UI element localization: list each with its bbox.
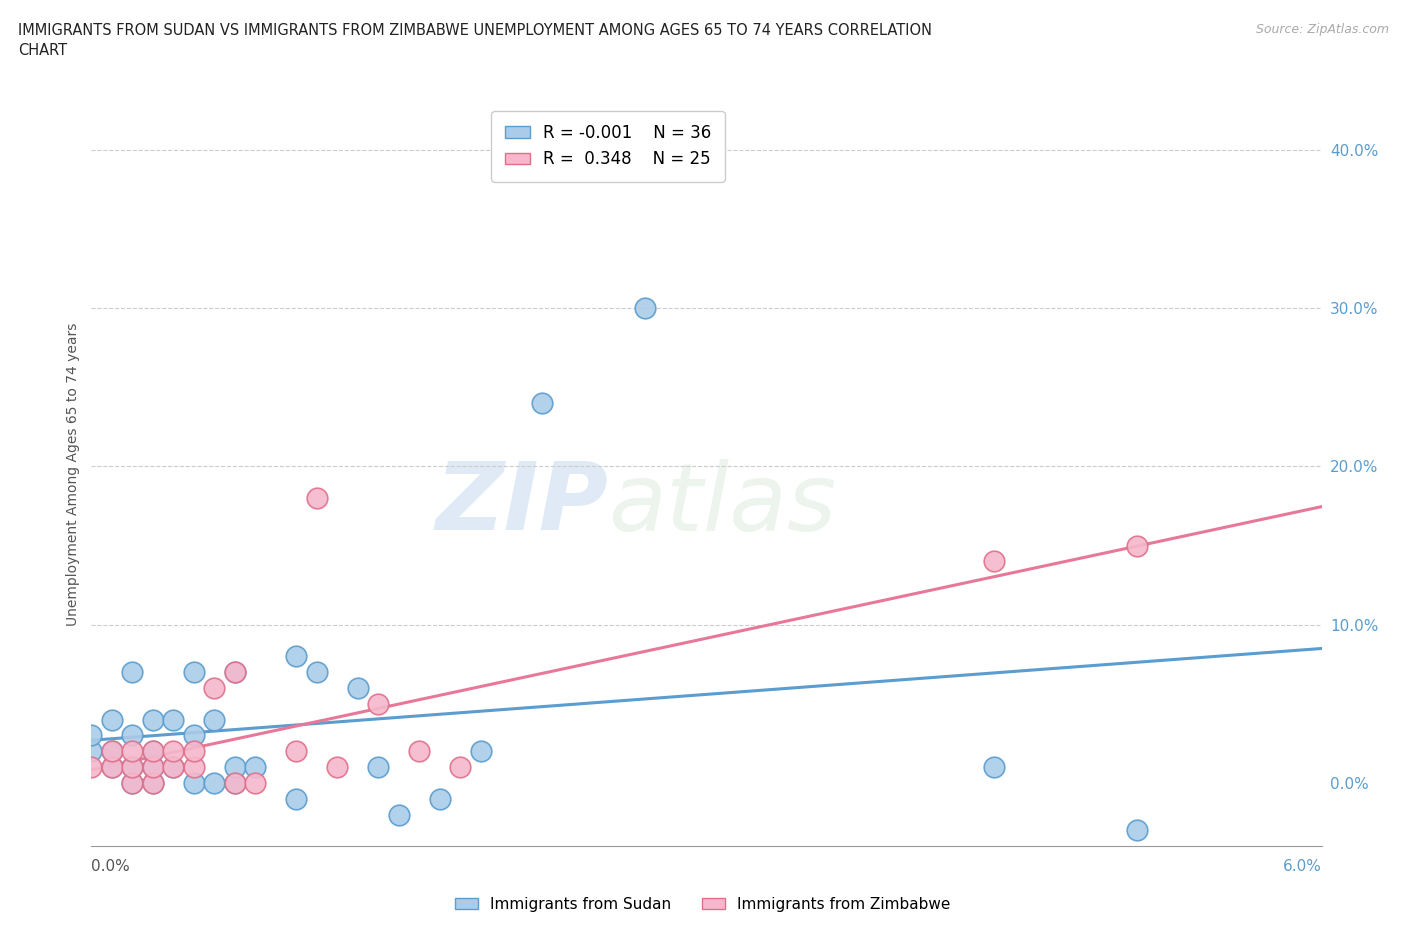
Point (202, 681, 225, 696)
Point (101, 760, 124, 775)
Point (183, 760, 205, 775)
Text: 0.0%: 0.0% (91, 859, 131, 874)
Point (224, 776, 246, 790)
Point (983, 760, 1005, 775)
Point (183, 776, 205, 790)
Point (121, 744, 143, 759)
Point (326, 760, 349, 775)
Point (202, 776, 225, 790)
Point (183, 665, 205, 680)
Point (121, 776, 143, 790)
Point (101, 712, 124, 727)
Text: ZIP: ZIP (436, 458, 607, 550)
Point (142, 744, 165, 759)
Point (347, 681, 370, 696)
Point (634, 300, 657, 315)
Point (142, 712, 165, 727)
Text: Source: ZipAtlas.com: Source: ZipAtlas.com (1256, 23, 1389, 36)
Point (101, 744, 124, 759)
Point (245, 776, 267, 790)
Point (305, 665, 328, 680)
Point (285, 744, 308, 759)
Text: 6.0%: 6.0% (1282, 859, 1322, 874)
Y-axis label: Unemployment Among Ages 65 to 74 years: Unemployment Among Ages 65 to 74 years (66, 323, 80, 626)
Point (470, 744, 492, 759)
Point (983, 554, 1005, 569)
Point (285, 791, 308, 806)
Point (183, 728, 205, 743)
Point (429, 791, 451, 806)
Point (305, 491, 328, 506)
Point (388, 807, 411, 822)
Text: IMMIGRANTS FROM SUDAN VS IMMIGRANTS FROM ZIMBABWE UNEMPLOYMENT AMONG AGES 65 TO : IMMIGRANTS FROM SUDAN VS IMMIGRANTS FROM… (18, 23, 932, 58)
Point (142, 760, 165, 775)
Point (224, 776, 246, 790)
Point (142, 776, 165, 790)
Point (121, 760, 143, 775)
Point (367, 760, 389, 775)
Point (224, 665, 246, 680)
Point (202, 712, 225, 727)
Point (101, 760, 124, 775)
Legend: Immigrants from Sudan, Immigrants from Zimbabwe: Immigrants from Sudan, Immigrants from Z… (450, 891, 956, 918)
Point (142, 744, 165, 759)
Legend: R = -0.001    N = 36, R =  0.348    N = 25: R = -0.001 N = 36, R = 0.348 N = 25 (492, 111, 724, 181)
Point (224, 665, 246, 680)
Point (531, 395, 554, 410)
Point (142, 760, 165, 775)
Point (121, 760, 143, 775)
Point (162, 712, 184, 727)
Point (80, 744, 103, 759)
Point (367, 697, 389, 711)
Point (285, 649, 308, 664)
Point (101, 744, 124, 759)
Point (224, 760, 246, 775)
Point (162, 760, 184, 775)
Point (1126, 538, 1149, 553)
Point (142, 776, 165, 790)
Point (121, 776, 143, 790)
Point (80, 728, 103, 743)
Text: atlas: atlas (607, 458, 837, 550)
Point (449, 760, 471, 775)
Point (121, 665, 143, 680)
Point (183, 744, 205, 759)
Point (162, 760, 184, 775)
Point (80, 760, 103, 775)
Point (245, 760, 267, 775)
Point (162, 744, 184, 759)
Point (1126, 823, 1149, 838)
Point (121, 728, 143, 743)
Point (408, 744, 430, 759)
